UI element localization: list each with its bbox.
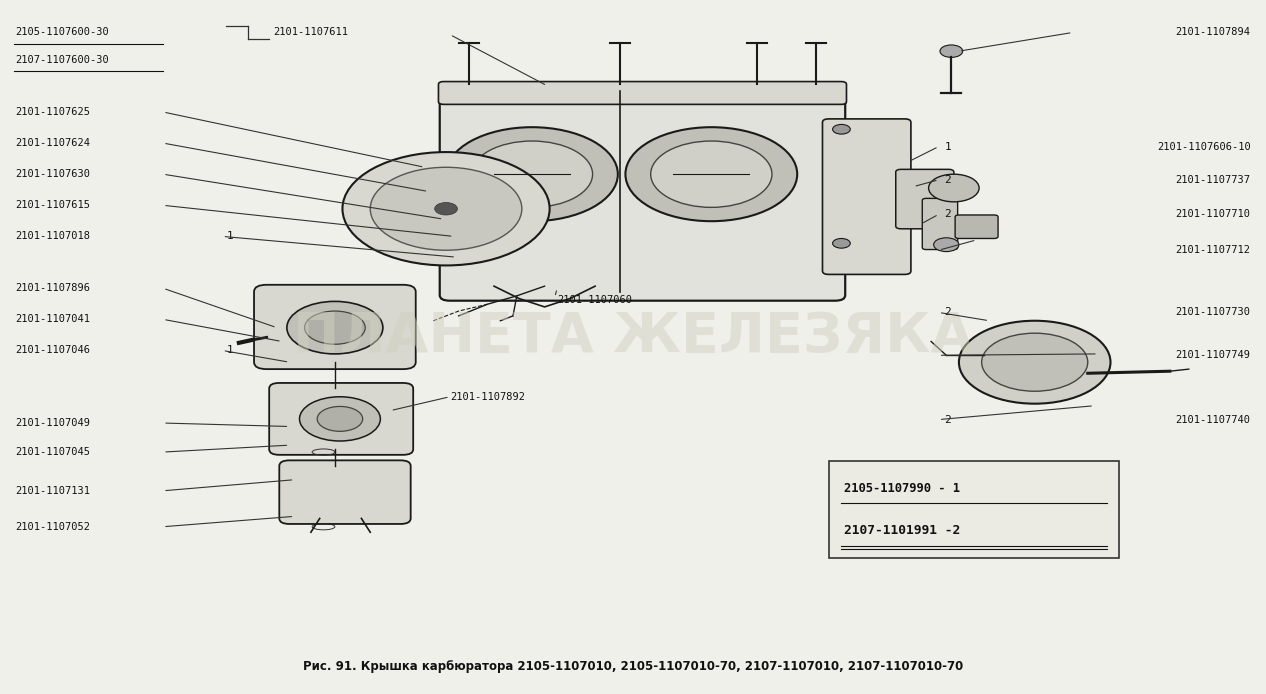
Circle shape [833, 239, 851, 248]
Circle shape [300, 397, 380, 441]
Text: 2101-1107894: 2101-1107894 [1176, 28, 1251, 37]
Text: 2101-1107060: 2101-1107060 [557, 295, 632, 305]
Text: 2101-1107045: 2101-1107045 [15, 447, 90, 457]
Circle shape [305, 311, 365, 344]
Text: 2101-1107730: 2101-1107730 [1176, 307, 1251, 317]
Text: 2101-1107131: 2101-1107131 [15, 486, 90, 496]
Circle shape [471, 141, 592, 208]
Circle shape [625, 127, 798, 221]
Text: 2101-1107624: 2101-1107624 [15, 138, 90, 148]
Text: 2101-1107611: 2101-1107611 [273, 28, 348, 37]
Text: 2101-1107625: 2101-1107625 [15, 107, 90, 117]
Text: 2: 2 [944, 414, 951, 425]
Text: 2107-1107600-30: 2107-1107600-30 [15, 55, 109, 65]
Circle shape [287, 301, 382, 354]
Circle shape [343, 152, 549, 265]
Circle shape [651, 141, 772, 208]
Bar [829, 461, 1119, 558]
Text: 1: 1 [944, 142, 951, 151]
Text: 2105-1107600-30: 2105-1107600-30 [15, 28, 109, 37]
FancyBboxPatch shape [922, 198, 957, 250]
Text: 2101-1107892: 2101-1107892 [449, 392, 525, 402]
Text: 2105-1107990 - 1: 2105-1107990 - 1 [844, 482, 960, 495]
Text: 2101-1107041: 2101-1107041 [15, 314, 90, 324]
Circle shape [981, 333, 1087, 391]
Text: 2101-1107749: 2101-1107749 [1176, 350, 1251, 360]
FancyBboxPatch shape [823, 119, 912, 274]
FancyBboxPatch shape [280, 460, 410, 524]
Circle shape [939, 45, 962, 58]
Circle shape [370, 167, 522, 251]
Text: 2101-1107018: 2101-1107018 [15, 231, 90, 242]
Text: 2101-1107615: 2101-1107615 [15, 201, 90, 210]
Text: 2: 2 [944, 175, 951, 185]
Text: 2101-1107737: 2101-1107737 [1176, 175, 1251, 185]
Circle shape [958, 321, 1110, 404]
Text: 2101-1107740: 2101-1107740 [1176, 414, 1251, 425]
Circle shape [434, 203, 457, 215]
Text: 2101-1107049: 2101-1107049 [15, 418, 90, 428]
Text: 1: 1 [227, 346, 233, 355]
Text: ПЛАНЕТА ЖЕЛЕЗЯКА: ПЛАНЕТА ЖЕЛЕЗЯКА [292, 310, 974, 364]
Circle shape [933, 238, 958, 252]
FancyBboxPatch shape [896, 169, 953, 229]
Text: 1: 1 [227, 231, 233, 242]
Text: 2101-1107052: 2101-1107052 [15, 522, 90, 532]
Text: 2101-1107630: 2101-1107630 [15, 169, 90, 179]
Circle shape [833, 124, 851, 134]
Text: 2101-1107710: 2101-1107710 [1176, 210, 1251, 219]
FancyBboxPatch shape [439, 83, 846, 301]
FancyBboxPatch shape [270, 383, 413, 455]
FancyBboxPatch shape [254, 285, 415, 369]
Text: 2: 2 [944, 307, 951, 317]
FancyBboxPatch shape [438, 82, 847, 104]
Text: 2: 2 [944, 210, 951, 219]
Circle shape [928, 174, 979, 202]
FancyBboxPatch shape [955, 215, 998, 239]
Text: 2101-1107046: 2101-1107046 [15, 346, 90, 355]
Text: 2101-1107896: 2101-1107896 [15, 283, 90, 294]
Text: 2101-1107712: 2101-1107712 [1176, 245, 1251, 255]
Text: 2107-1101991 -2: 2107-1101991 -2 [844, 524, 960, 537]
Circle shape [318, 407, 362, 432]
Circle shape [446, 127, 618, 221]
Text: 2101-1107606-10: 2101-1107606-10 [1157, 142, 1251, 151]
Text: Рис. 91. Крышка карбюратора 2105-1107010, 2105-1107010-70, 2107-1107010, 2107-11: Рис. 91. Крышка карбюратора 2105-1107010… [303, 660, 963, 673]
